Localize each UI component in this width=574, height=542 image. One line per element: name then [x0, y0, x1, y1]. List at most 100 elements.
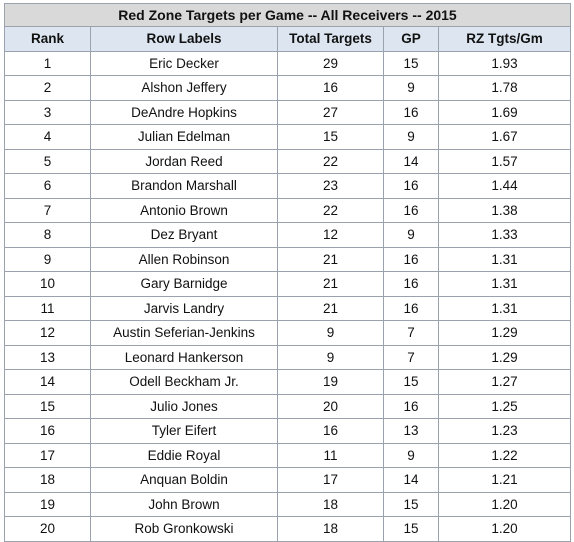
- receiver-name-cell: John Brown: [90, 491, 278, 517]
- rz-targets-per-game-cell: 1.29: [437, 320, 572, 346]
- games-played-cell: 16: [383, 99, 439, 125]
- rank-cell: 8: [4, 222, 91, 248]
- total-targets-cell: 22: [277, 197, 384, 223]
- games-played-cell: 14: [383, 148, 439, 174]
- table-row: 3 DeAndre Hopkins 27 16 1.69: [4, 99, 572, 125]
- column-header-gp: GP: [383, 26, 439, 52]
- games-played-cell: 16: [383, 197, 439, 223]
- rz-targets-per-game-cell: 1.33: [437, 222, 572, 248]
- column-header-rank: Rank: [4, 26, 91, 52]
- table-row: 10 Gary Barnidge 21 16 1.31: [4, 271, 572, 297]
- receiver-name-cell: Allen Robinson: [90, 246, 278, 272]
- games-played-cell: 16: [383, 271, 439, 297]
- total-targets-cell: 21: [277, 295, 384, 321]
- rz-targets-per-game-cell: 1.20: [437, 516, 572, 542]
- games-played-cell: 15: [383, 516, 439, 542]
- games-played-cell: 14: [383, 467, 439, 493]
- receiver-name-cell: Gary Barnidge: [90, 271, 278, 297]
- rank-cell: 7: [4, 197, 91, 223]
- table-row: 16 Tyler Eifert 16 13 1.23: [4, 418, 572, 444]
- games-played-cell: 7: [383, 344, 439, 370]
- red-zone-targets-table: Red Zone Targets per Game -- All Receive…: [3, 3, 572, 542]
- rank-cell: 12: [4, 320, 91, 346]
- rank-cell: 10: [4, 271, 91, 297]
- total-targets-cell: 9: [277, 344, 384, 370]
- total-targets-cell: 16: [277, 418, 384, 444]
- total-targets-cell: 29: [277, 50, 384, 76]
- table-row: 15 Julio Jones 20 16 1.25: [4, 393, 572, 419]
- games-played-cell: 13: [383, 418, 439, 444]
- rank-cell: 20: [4, 516, 91, 542]
- column-header-row-labels: Row Labels: [90, 26, 278, 52]
- receiver-name-cell: Eddie Royal: [90, 442, 278, 468]
- table-row: 2 Alshon Jeffery 16 9 1.78: [4, 75, 572, 101]
- table-body: 1 Eric Decker 29 15 1.93 2 Alshon Jeffery 16 9 1.…: [4, 50, 572, 542]
- receiver-name-cell: Leonard Hankerson: [90, 344, 278, 370]
- receiver-name-cell: Rob Gronkowski: [90, 516, 278, 542]
- games-played-cell: 9: [383, 442, 439, 468]
- receiver-name-cell: Tyler Eifert: [90, 418, 278, 444]
- rz-targets-per-game-cell: 1.20: [437, 491, 572, 517]
- receiver-name-cell: Julian Edelman: [90, 124, 278, 150]
- receiver-name-cell: Odell Beckham Jr.: [90, 369, 278, 395]
- table-title: Red Zone Targets per Game -- All Receive…: [3, 3, 572, 27]
- rz-targets-per-game-cell: 1.69: [437, 99, 572, 125]
- rank-cell: 17: [4, 442, 91, 468]
- rz-targets-per-game-cell: 1.44: [437, 173, 572, 199]
- receiver-name-cell: Dez Bryant: [90, 222, 278, 248]
- table-row: 17 Eddie Royal 11 9 1.22: [4, 442, 572, 468]
- rank-cell: 18: [4, 467, 91, 493]
- receiver-name-cell: Austin Seferian-Jenkins: [90, 320, 278, 346]
- total-targets-cell: 22: [277, 148, 384, 174]
- table-row: 9 Allen Robinson 21 16 1.31: [4, 246, 572, 272]
- rz-targets-per-game-cell: 1.23: [437, 418, 572, 444]
- rz-targets-per-game-cell: 1.21: [437, 467, 572, 493]
- rank-cell: 11: [4, 295, 91, 321]
- games-played-cell: 7: [383, 320, 439, 346]
- rz-targets-per-game-cell: 1.38: [437, 197, 572, 223]
- table-row: 5 Jordan Reed 22 14 1.57: [4, 148, 572, 174]
- games-played-cell: 15: [383, 491, 439, 517]
- rank-cell: 1: [4, 50, 91, 76]
- receiver-name-cell: Jarvis Landry: [90, 295, 278, 321]
- total-targets-cell: 17: [277, 467, 384, 493]
- table-row: 12 Austin Seferian-Jenkins 9 7 1.29: [4, 320, 572, 346]
- rank-cell: 15: [4, 393, 91, 419]
- receiver-name-cell: DeAndre Hopkins: [90, 99, 278, 125]
- header-row: Rank Row Labels Total Targets GP RZ Tgts…: [4, 26, 572, 52]
- rz-targets-per-game-cell: 1.22: [437, 442, 572, 468]
- table-row: 19 John Brown 18 15 1.20: [4, 491, 572, 517]
- rz-targets-per-game-cell: 1.31: [437, 246, 572, 272]
- rank-cell: 5: [4, 148, 91, 174]
- rank-cell: 13: [4, 344, 91, 370]
- column-header-total-targets: Total Targets: [277, 26, 384, 52]
- table-row: 20 Rob Gronkowski 18 15 1.20: [4, 516, 572, 542]
- rank-cell: 2: [4, 75, 91, 101]
- games-played-cell: 16: [383, 246, 439, 272]
- games-played-cell: 15: [383, 50, 439, 76]
- total-targets-cell: 18: [277, 491, 384, 517]
- total-targets-cell: 20: [277, 393, 384, 419]
- table-row: 7 Antonio Brown 22 16 1.38: [4, 197, 572, 223]
- rz-targets-per-game-cell: 1.93: [437, 50, 572, 76]
- games-played-cell: 9: [383, 222, 439, 248]
- table-row: 8 Dez Bryant 12 9 1.33: [4, 222, 572, 248]
- games-played-cell: 16: [383, 295, 439, 321]
- games-played-cell: 9: [383, 75, 439, 101]
- table-row: 14 Odell Beckham Jr. 19 15 1.27: [4, 369, 572, 395]
- rank-cell: 9: [4, 246, 91, 272]
- total-targets-cell: 18: [277, 516, 384, 542]
- rank-cell: 4: [4, 124, 91, 150]
- rz-targets-per-game-cell: 1.31: [437, 295, 572, 321]
- table-row: 4 Julian Edelman 15 9 1.67: [4, 124, 572, 150]
- receiver-name-cell: Jordan Reed: [90, 148, 278, 174]
- total-targets-cell: 27: [277, 99, 384, 125]
- column-header-rz-tgts-per-gm: RZ Tgts/Gm: [437, 26, 572, 52]
- games-played-cell: 15: [383, 369, 439, 395]
- total-targets-cell: 16: [277, 75, 384, 101]
- rz-targets-per-game-cell: 1.31: [437, 271, 572, 297]
- total-targets-cell: 21: [277, 271, 384, 297]
- total-targets-cell: 9: [277, 320, 384, 346]
- rank-cell: 16: [4, 418, 91, 444]
- receiver-name-cell: Brandon Marshall: [90, 173, 278, 199]
